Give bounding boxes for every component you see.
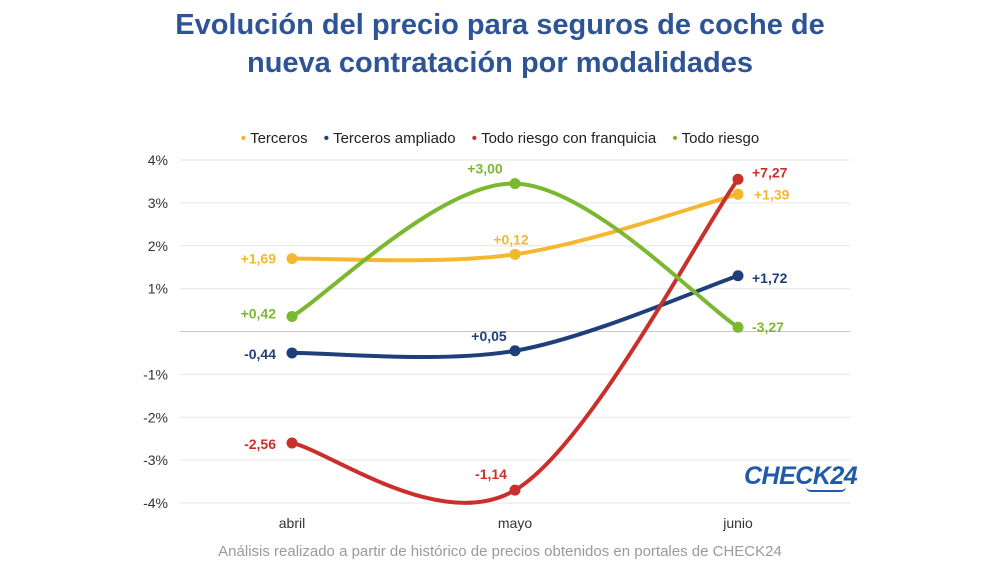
data-point-todo-riesgo: [732, 321, 744, 333]
y-tick-label: 1%: [148, 281, 168, 297]
data-label-terceros-ampliado: +0,05: [471, 328, 507, 344]
y-tick-label: -4%: [143, 495, 168, 511]
legend-label: Todo riesgo: [681, 130, 760, 147]
y-tick-label: -1%: [143, 366, 168, 382]
check24-logo: CHECK24: [744, 462, 858, 492]
data-point-terceros-ampliado: [509, 345, 521, 357]
legend-marker-icon: •: [471, 130, 478, 147]
y-tick-label: 2%: [148, 238, 168, 254]
logo-text: CHECK24: [744, 462, 858, 490]
chart-title: Evolución del precio para seguros de coc…: [0, 6, 1000, 82]
data-point-terceros: [732, 188, 744, 200]
data-point-todo-riesgo-con-franquicia: [509, 484, 521, 496]
chart-title-line-2: nueva contratación por modalidades: [247, 47, 753, 79]
legend-item-todo-riesgo-franquicia: • Todo riesgo con franquicia: [472, 130, 656, 147]
data-label-terceros: +1,39: [754, 186, 790, 202]
legend-item-todo-riesgo: • Todo riesgo: [672, 130, 759, 147]
y-tick-label: 4%: [148, 152, 168, 168]
legend-item-terceros-ampliado: • Terceros ampliado: [324, 130, 456, 147]
data-point-terceros: [286, 253, 298, 265]
data-point-terceros-ampliado: [732, 270, 744, 282]
data-label-todo-riesgo: -3,27: [752, 319, 784, 335]
source-footnote: Análisis realizado a partir de histórico…: [218, 543, 782, 560]
x-tick-label: mayo: [498, 515, 532, 531]
data-label-todo-riesgo-con-franquicia: -1,14: [475, 466, 507, 482]
y-tick-label: -2%: [143, 409, 168, 425]
data-label-todo-riesgo-con-franquicia: -2,56: [244, 436, 276, 452]
data-point-todo-riesgo: [286, 310, 298, 322]
x-tick-label: abril: [279, 515, 305, 531]
data-label-todo-riesgo: +0,42: [241, 305, 277, 321]
data-point-terceros-ampliado: [286, 347, 298, 359]
y-tick-label: -3%: [143, 452, 168, 468]
legend-item-terceros: • Terceros: [241, 130, 308, 147]
y-tick-label: 3%: [148, 195, 168, 211]
legend-marker-icon: •: [240, 130, 247, 147]
data-label-terceros-ampliado: -0,44: [244, 346, 276, 362]
logo-swoosh-icon: [806, 487, 846, 492]
data-label-terceros: +0,12: [493, 231, 529, 247]
legend-label: Todo riesgo con franquicia: [481, 130, 657, 147]
data-label-todo-riesgo: +3,00: [467, 161, 503, 177]
legend-marker-icon: •: [323, 130, 330, 147]
data-label-terceros-ampliado: +1,72: [752, 270, 788, 286]
data-point-terceros: [509, 248, 521, 260]
data-label-terceros: +1,69: [241, 251, 277, 267]
chart-title-line-1: Evolución del precio para seguros de coc…: [175, 9, 825, 41]
series-line-todo-riesgo-con-franquicia: [290, 177, 740, 505]
data-point-todo-riesgo: [509, 178, 521, 190]
data-point-todo-riesgo-con-franquicia: [732, 173, 744, 185]
data-label-todo-riesgo-con-franquicia: +7,27: [752, 164, 788, 180]
legend-label: Terceros: [250, 130, 308, 147]
data-point-todo-riesgo-con-franquicia: [286, 437, 298, 449]
legend-label: Terceros ampliado: [333, 130, 456, 147]
legend: • Terceros • Terceros ampliado • Todo riesg…: [0, 130, 1000, 147]
legend-marker-icon: •: [672, 130, 678, 147]
x-tick-label: junio: [722, 515, 753, 531]
